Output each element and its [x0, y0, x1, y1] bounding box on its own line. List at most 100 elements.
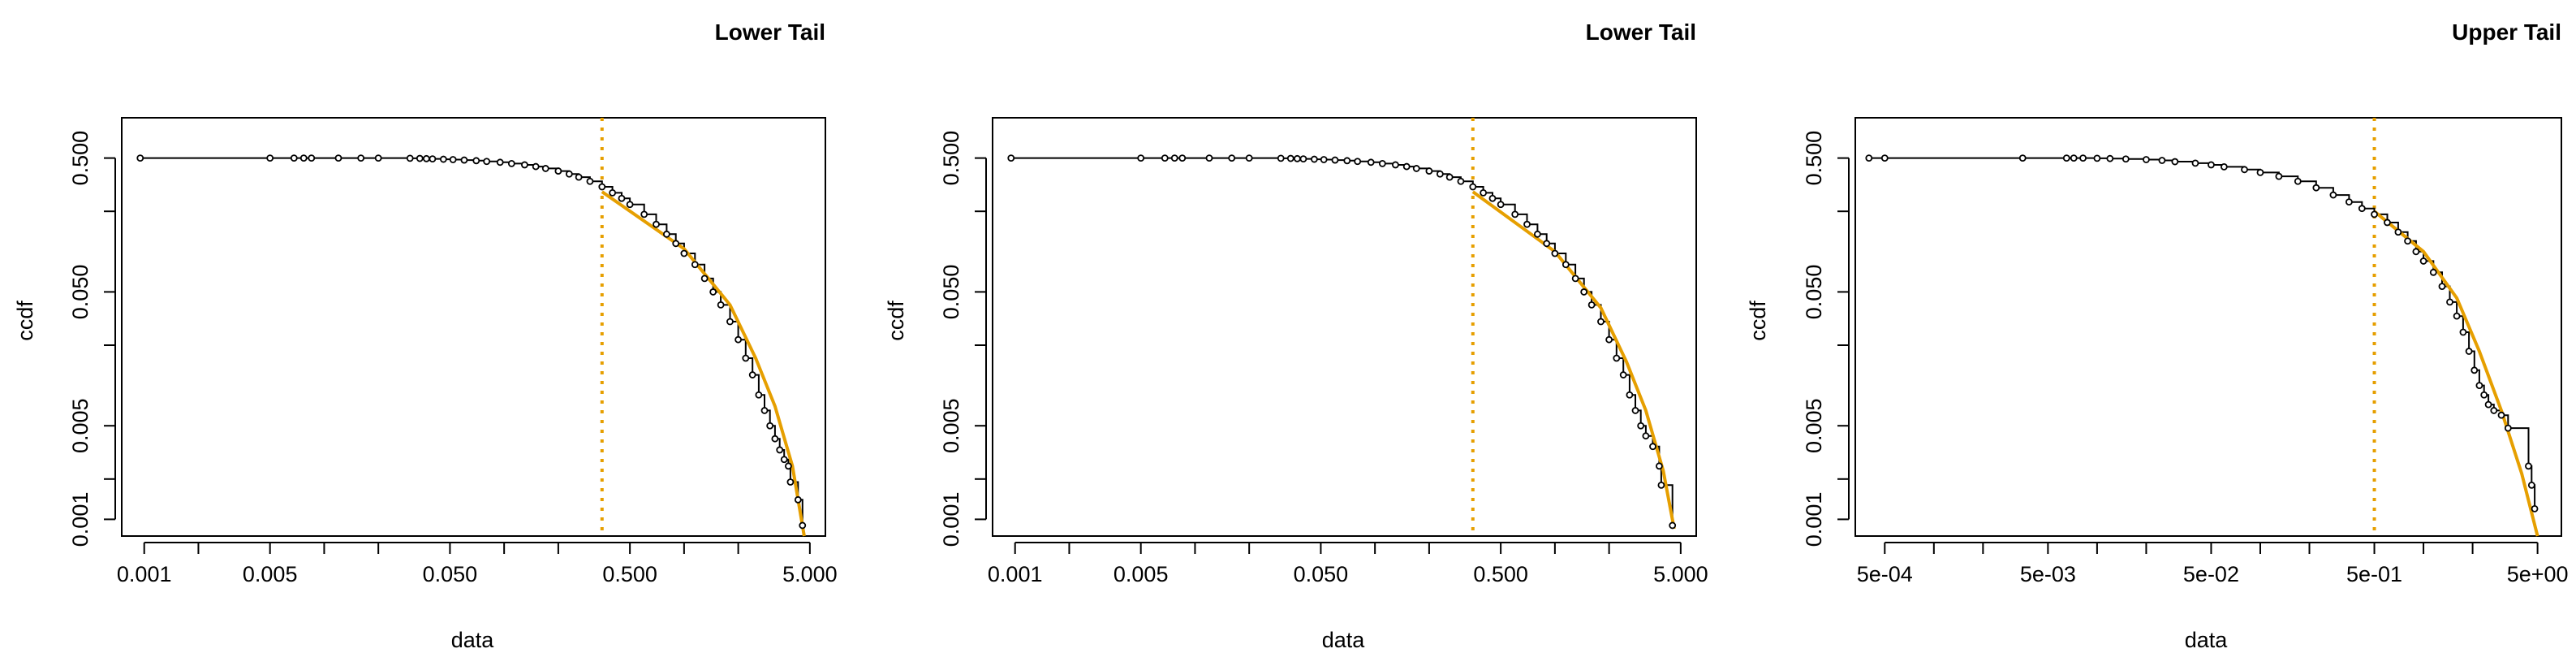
x-tick-label: 5e-02: [2183, 562, 2239, 586]
x-tick-label: 5e-04: [1857, 562, 1913, 586]
data-point: [2484, 400, 2492, 409]
data-point: [2531, 504, 2539, 512]
data-point: [2158, 157, 2166, 164]
data-point: [449, 156, 457, 163]
data-point: [2358, 205, 2366, 213]
data-point: [2312, 184, 2320, 192]
data-point: [2371, 210, 2378, 218]
data-point: [1354, 158, 1362, 166]
y-tick-label: 0.050: [68, 265, 93, 320]
data-point: [2062, 154, 2070, 162]
data-point: [2171, 158, 2179, 166]
data-point: [1480, 188, 1488, 197]
chart-panel-middle: Lower Tail data ccdf 0.001 0.005 0.050 0.50…: [884, 19, 1708, 652]
y-tick-label: 0.500: [1802, 131, 1826, 186]
data-point: [640, 210, 648, 218]
data-point: [1457, 177, 1465, 185]
data-point: [717, 301, 725, 309]
data-point: [1669, 521, 1677, 530]
data-point: [1562, 261, 1570, 269]
data-point: [1205, 154, 1213, 162]
data-point: [266, 154, 274, 162]
y-tick-label: 0.005: [1802, 398, 1826, 453]
data-point: [2525, 462, 2532, 470]
y-tick-label: 0.500: [939, 131, 963, 186]
fitted-tail-curve: [1471, 190, 1676, 530]
data-point: [662, 230, 670, 238]
data-point: [2404, 237, 2411, 245]
y-tick-label: 0.001: [939, 492, 963, 547]
data-point: [742, 354, 750, 362]
data-point: [760, 407, 769, 414]
data-point: [766, 422, 774, 430]
data-point: [2453, 312, 2461, 320]
data-point: [1533, 230, 1541, 238]
data-point: [1367, 158, 1375, 166]
data-point: [1402, 162, 1411, 171]
panel-title: Lower Tail: [1586, 19, 1696, 45]
data-point: [2208, 161, 2215, 169]
data-point: [1170, 154, 1178, 162]
data-point: [483, 158, 491, 166]
data-point: [1497, 201, 1505, 209]
plot-frame: [992, 117, 1697, 537]
data-point: [374, 154, 382, 162]
fitted-tail-curve: [2373, 210, 2539, 537]
x-tick-label: 5e+00: [2507, 562, 2569, 586]
data-point: [1378, 159, 1386, 167]
data-point: [2018, 154, 2027, 162]
data-point: [1469, 183, 1477, 191]
data-point: [1137, 154, 1145, 162]
x-axis-label: data: [2185, 628, 2229, 652]
y-axis-label: ccdf: [884, 301, 908, 341]
x-tick-label: 0.500: [602, 562, 657, 586]
data-point: [2143, 156, 2150, 163]
data-point: [1649, 443, 1656, 451]
data-point: [1007, 154, 1015, 162]
data-point: [308, 154, 316, 162]
data-point: [2504, 424, 2512, 432]
ccdf-step-line: [1010, 157, 1674, 525]
x-tick-label: 0.005: [243, 562, 298, 586]
data-point: [799, 521, 807, 530]
x-tick-label: 5.000: [782, 562, 838, 586]
data-point: [2446, 298, 2453, 306]
data-point: [771, 435, 779, 443]
data-point: [334, 154, 342, 162]
data-point: [299, 154, 308, 162]
data-point: [2429, 268, 2437, 276]
data-point: [1865, 154, 1873, 162]
data-point: [794, 495, 802, 504]
data-point: [1543, 240, 1551, 248]
data-point: [1299, 155, 1307, 163]
y-axis-label: ccdf: [13, 301, 37, 341]
data-point: [472, 157, 480, 165]
data-point: [1161, 154, 1169, 162]
x-tick-label: 0.500: [1473, 562, 1528, 586]
y-tick-label: 0.005: [68, 398, 93, 453]
data-point: [1343, 157, 1351, 165]
chart-panel-right: Upper Tail data ccdf 5e-04 5e-03 5e-02 5e-0…: [1746, 19, 2569, 652]
y-tick-label: 0.001: [68, 492, 93, 547]
data-point: [439, 155, 447, 163]
data-point: [1580, 288, 1588, 296]
data-point: [1587, 301, 1596, 309]
data-point: [496, 158, 504, 166]
data-point: [290, 154, 298, 162]
data-point: [2394, 228, 2402, 236]
data-point: [680, 249, 688, 257]
data-point: [1657, 481, 1665, 489]
data-point: [1597, 318, 1605, 326]
data-point: [521, 161, 528, 169]
x-tick-label: 0.050: [1294, 562, 1349, 586]
data-point: [2294, 177, 2302, 185]
data-point: [2470, 366, 2479, 374]
data-point: [2384, 218, 2391, 227]
data-point: [541, 165, 549, 172]
data-point: [1613, 354, 1621, 362]
data-point: [2419, 257, 2427, 265]
y-tick-label: 0.050: [939, 265, 963, 320]
x-tick-label: 0.050: [423, 562, 478, 586]
data-point: [691, 261, 699, 269]
data-point: [726, 318, 734, 326]
